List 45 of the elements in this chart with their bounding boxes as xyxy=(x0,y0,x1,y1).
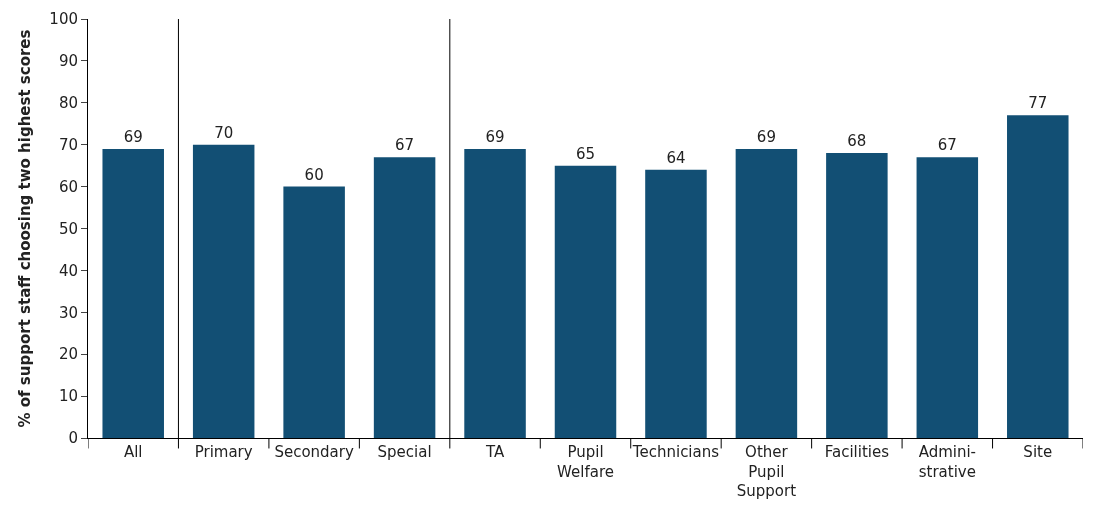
x-tick-label: TA xyxy=(484,443,505,461)
data-label: 64 xyxy=(666,148,686,167)
y-tick-label: 50 xyxy=(58,219,78,238)
data-label: 77 xyxy=(1028,94,1048,113)
x-tick-label: Secondary xyxy=(274,443,354,461)
y-tick-label: 60 xyxy=(58,177,78,196)
y-axis-title: % of support staff choosing two highest scores xyxy=(15,29,34,428)
y-tick-label: 0 xyxy=(68,429,78,448)
bar xyxy=(464,148,526,438)
y-tick-label: 10 xyxy=(58,387,78,406)
bar xyxy=(554,165,617,438)
y-tick-label: 90 xyxy=(58,52,78,71)
bar xyxy=(283,186,345,438)
y-tick-label: 100 xyxy=(49,10,78,29)
bar xyxy=(645,169,707,438)
data-label: 69 xyxy=(485,127,505,146)
bar xyxy=(735,148,798,438)
bar xyxy=(102,148,164,438)
data-label: 60 xyxy=(304,165,324,184)
data-label: 67 xyxy=(937,136,957,155)
x-tick-label: Site xyxy=(1023,443,1053,461)
bar xyxy=(916,157,979,438)
x-tick-label: Pupil Welfare xyxy=(557,443,614,481)
y-tick-label: 70 xyxy=(58,135,78,154)
data-label: 65 xyxy=(575,144,596,163)
data-label: 67 xyxy=(395,136,415,155)
x-tick-label: Special xyxy=(377,443,432,461)
bar xyxy=(1007,115,1069,438)
y-tick-label: 40 xyxy=(58,261,78,280)
x-tick-label: All xyxy=(123,443,143,461)
bar xyxy=(192,144,255,438)
x-tick-label: Primary xyxy=(194,443,253,461)
data-label: 70 xyxy=(214,123,234,142)
data-label: 68 xyxy=(847,132,867,151)
data-label: 69 xyxy=(123,127,143,146)
y-tick-label: 20 xyxy=(58,345,78,364)
y-tick-label: 80 xyxy=(58,94,78,113)
bar xyxy=(826,153,888,438)
y-tick-label: 30 xyxy=(58,303,78,322)
bar xyxy=(373,157,436,438)
x-tick-label: Admini- strative xyxy=(918,443,977,481)
x-tick-label: Technicians xyxy=(631,443,720,461)
data-label: 69 xyxy=(756,127,776,146)
x-tick-label: Facilities xyxy=(824,443,890,461)
x-tick-label: Other Pupil Support xyxy=(736,443,797,500)
